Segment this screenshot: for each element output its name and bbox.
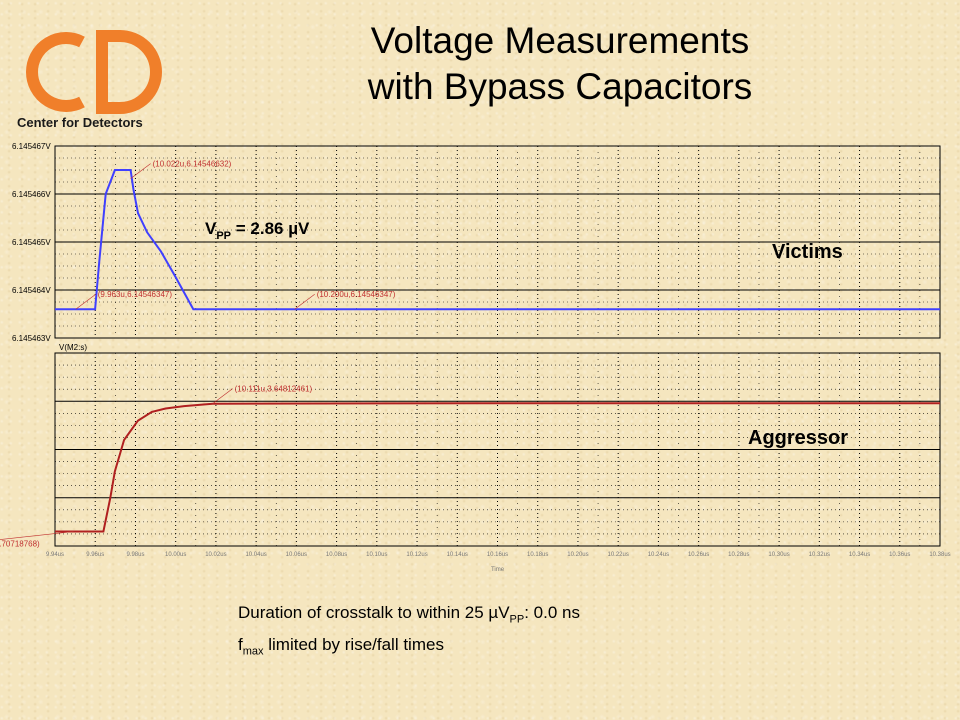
oscilloscope-plots: 6.145467V 6.145466V 6.145465V 6.145464V 6.14…	[0, 138, 960, 578]
aggressor-label: Aggressor	[748, 427, 848, 449]
aggressor-panel: 9.94us 9.96us 9.98us 10.00us 10.02us 10.04us 1…	[0, 352, 951, 573]
x-tick-label: 10.20us	[567, 552, 588, 558]
x-tick-label: 10.34us	[849, 552, 870, 558]
x-tick-label: 10.08us	[326, 552, 347, 558]
vpp-annotation: VPP = 2.86 µV	[205, 219, 310, 242]
y-tick-label: 6.145464V	[12, 286, 51, 295]
y-tick-label: 6.145465V	[12, 238, 51, 247]
y-tick-label: 6.145467V	[12, 142, 51, 151]
aggressor-trace	[55, 402, 940, 533]
cursor-label: (10.200u,6.14546347)	[317, 290, 396, 299]
x-tick-label: 10.06us	[286, 552, 307, 558]
logo-text: Center for Detectors	[17, 115, 143, 130]
caption: Duration of crosstalk to within 25 µVPP:…	[238, 600, 798, 665]
x-tick-label: 10.26us	[688, 552, 709, 558]
center-for-detectors-logo	[26, 30, 162, 114]
x-tick-label: 10.32us	[809, 552, 830, 558]
slide-title: Voltage Measurements with Bypass Capacit…	[300, 18, 820, 110]
x-tick-label: 10.16us	[487, 552, 508, 558]
x-axis-label: Time	[491, 567, 505, 573]
cursor-label: (9.942u,5.70718768)	[0, 540, 40, 549]
title-line-2: with Bypass Capacitors	[367, 66, 753, 107]
cursor-leader-line	[294, 293, 315, 310]
x-tick-label: 10.24us	[648, 552, 669, 558]
y-tick-label: 6.145466V	[12, 190, 51, 199]
cursor-label: (10.111u,3.64812461)	[235, 385, 313, 394]
victim-trace	[55, 169, 940, 311]
x-tick-label: 10.12us	[406, 552, 427, 558]
x-tick-label: 9.98us	[126, 552, 144, 558]
logo-letter-c	[26, 32, 85, 112]
cursor-leader-line	[130, 163, 151, 179]
cursor-label: (10.022u,6.14546632)	[153, 160, 232, 169]
x-tick-label: 10.10us	[366, 552, 387, 558]
x-tick-label: 10.28us	[728, 552, 749, 558]
plots-svg: 6.145467V 6.145466V 6.145465V 6.145464V 6.14…	[0, 142, 951, 573]
cursor-leader-line	[75, 293, 96, 310]
x-tick-label: 9.96us	[86, 552, 104, 558]
x-tick-label: 10.04us	[245, 552, 266, 558]
x-tick-label: 9.94us	[46, 552, 64, 558]
x-tick-label: 10.22us	[608, 552, 629, 558]
series-label: V(M2:s)	[59, 343, 87, 352]
x-tick-label: 10.36us	[889, 552, 910, 558]
victims-label: Victims	[772, 241, 843, 263]
caption-line-2: fmax limited by rise/fall times	[238, 635, 444, 658]
x-tick-label: 10.02us	[205, 552, 226, 558]
x-tick-label: 10.30us	[768, 552, 789, 558]
x-tick-label: 10.00us	[165, 552, 186, 558]
x-tick-label: 10.18us	[527, 552, 548, 558]
y-tick-label: 6.145463V	[12, 334, 51, 343]
cursor-label: (9.963u,6.14546347)	[98, 290, 173, 299]
title-line-1: Voltage Measurements	[370, 20, 750, 61]
cursor-leader-line	[0, 531, 74, 540]
cursor-leader-line	[212, 388, 233, 404]
victims-panel: 6.145467V 6.145466V 6.145465V 6.145464V 6.14…	[12, 142, 941, 352]
logo-letter-d	[96, 30, 162, 114]
caption-line-1: Duration of crosstalk to within 25 µVPP:…	[238, 603, 580, 626]
x-tick-label: 10.14us	[447, 552, 468, 558]
x-tick-label: 10.38us	[929, 552, 950, 558]
